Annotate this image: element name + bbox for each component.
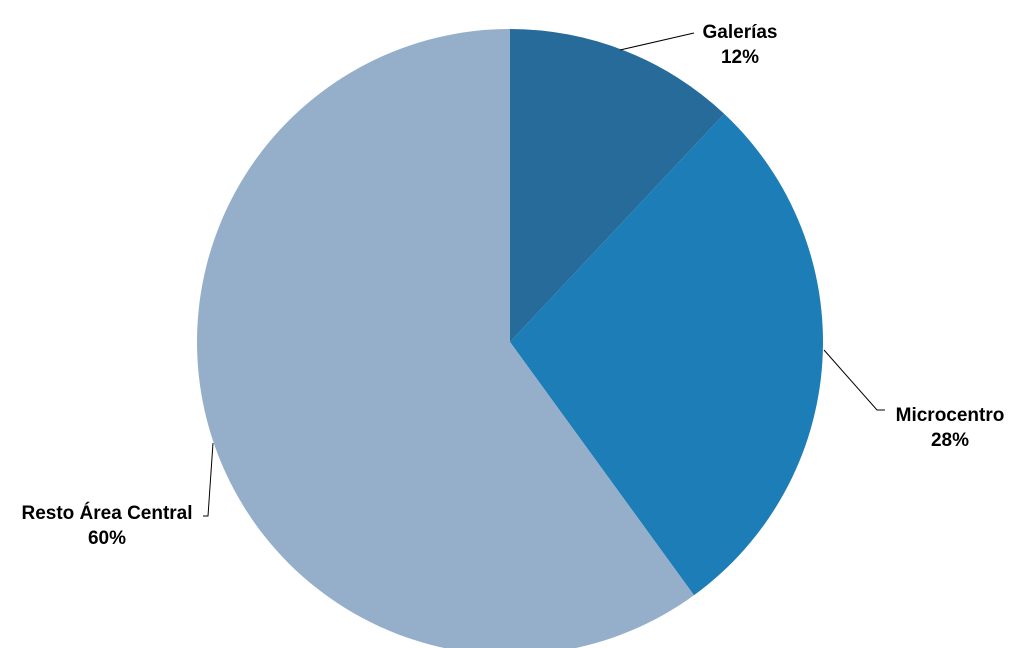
slice-label-microcentro: Microcentro: [896, 405, 1005, 426]
slice-label-galer-as: Galerías: [703, 22, 778, 43]
slice-value-resto-rea-central: 60%: [88, 528, 126, 549]
slice-value-microcentro: 28%: [931, 430, 969, 451]
leader-line-galer-as: [619, 32, 695, 51]
leader-line-microcentro: [823, 349, 885, 411]
pie-slice-galer-as: [510, 29, 725, 342]
slice-value-galer-as: 12%: [721, 47, 759, 68]
pie-slice-resto-rea-central: [197, 29, 694, 648]
slice-label-resto-rea-central: Resto Área Central: [21, 502, 192, 524]
leader-line-resto-rea-central: [203, 442, 214, 517]
pie-slice-microcentro: [510, 113, 823, 596]
